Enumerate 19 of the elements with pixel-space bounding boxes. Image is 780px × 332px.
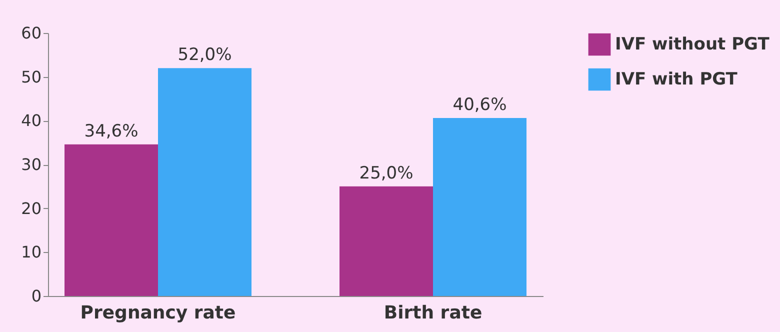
data-label: 52,0% — [178, 45, 232, 66]
legend-label: IVF without PGT — [615, 34, 770, 54]
y-tick-label: 10 — [21, 242, 42, 262]
y-tick-label: 50 — [21, 67, 42, 86]
data-label: 25,0% — [359, 163, 414, 184]
bar — [340, 186, 433, 296]
y-tick-label: 30 — [21, 155, 42, 174]
bar — [158, 68, 252, 296]
data-label: 40,6% — [452, 95, 507, 116]
x-tick-label: Birth rate — [384, 302, 482, 324]
data-label: 34,6% — [84, 121, 138, 142]
x-tick-label: Pregnancy rate — [80, 302, 236, 324]
bar — [433, 118, 526, 296]
legend-label: IVF with PGT — [615, 70, 738, 90]
y-tick-label: 60 — [21, 24, 42, 42]
y-tick-label: 20 — [21, 198, 42, 218]
y-tick-label: 40 — [21, 111, 42, 130]
bar — [64, 144, 158, 296]
y-tick-label: 0 — [31, 286, 42, 306]
